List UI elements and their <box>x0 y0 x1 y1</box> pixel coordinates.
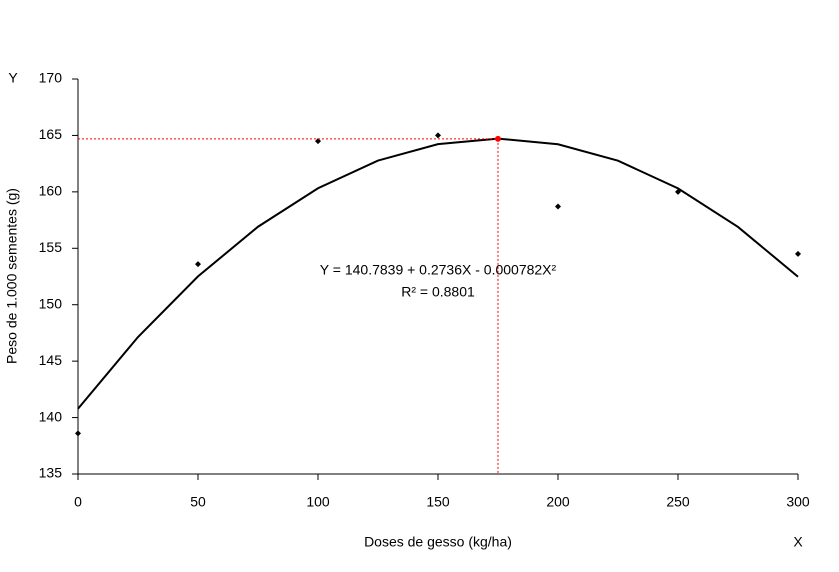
x-tick-label: 250 <box>666 494 690 510</box>
x-tick-label: 100 <box>306 494 330 510</box>
x-tick-label: 300 <box>786 494 810 510</box>
point <box>315 138 321 145</box>
point <box>555 203 561 210</box>
point <box>795 250 801 257</box>
point <box>195 261 201 268</box>
point <box>75 430 81 437</box>
y-tick-label: 150 <box>39 295 63 311</box>
y-tick-label: 165 <box>39 126 63 142</box>
y-tick-label: 135 <box>39 465 63 481</box>
point <box>435 132 441 139</box>
y-corner-label: Y <box>8 70 18 86</box>
y-tick-label: 145 <box>39 352 63 368</box>
x-tick-label: 0 <box>74 494 82 510</box>
equation: Y = 140.7839 + 0.2736X - 0.000782X² <box>320 262 557 278</box>
x-tick-label: 50 <box>190 494 206 510</box>
x-tick-label: 200 <box>546 494 570 510</box>
y-tick-label: 140 <box>39 408 63 424</box>
fit-curve <box>77 137 799 410</box>
y-tick-label: 170 <box>39 70 63 86</box>
max-point <box>495 135 501 142</box>
y-tick-label: 160 <box>39 183 63 199</box>
x-tick-label: 150 <box>426 494 450 510</box>
y-axis-label: Peso de 1.000 sementes (g) <box>4 188 20 364</box>
x-axis-label: Doses de gesso (kg/ha) <box>364 534 512 550</box>
y-tick-label: 155 <box>39 239 63 255</box>
r-squared: R² = 0.8801 <box>401 284 475 300</box>
x-corner-label: X <box>793 534 803 550</box>
